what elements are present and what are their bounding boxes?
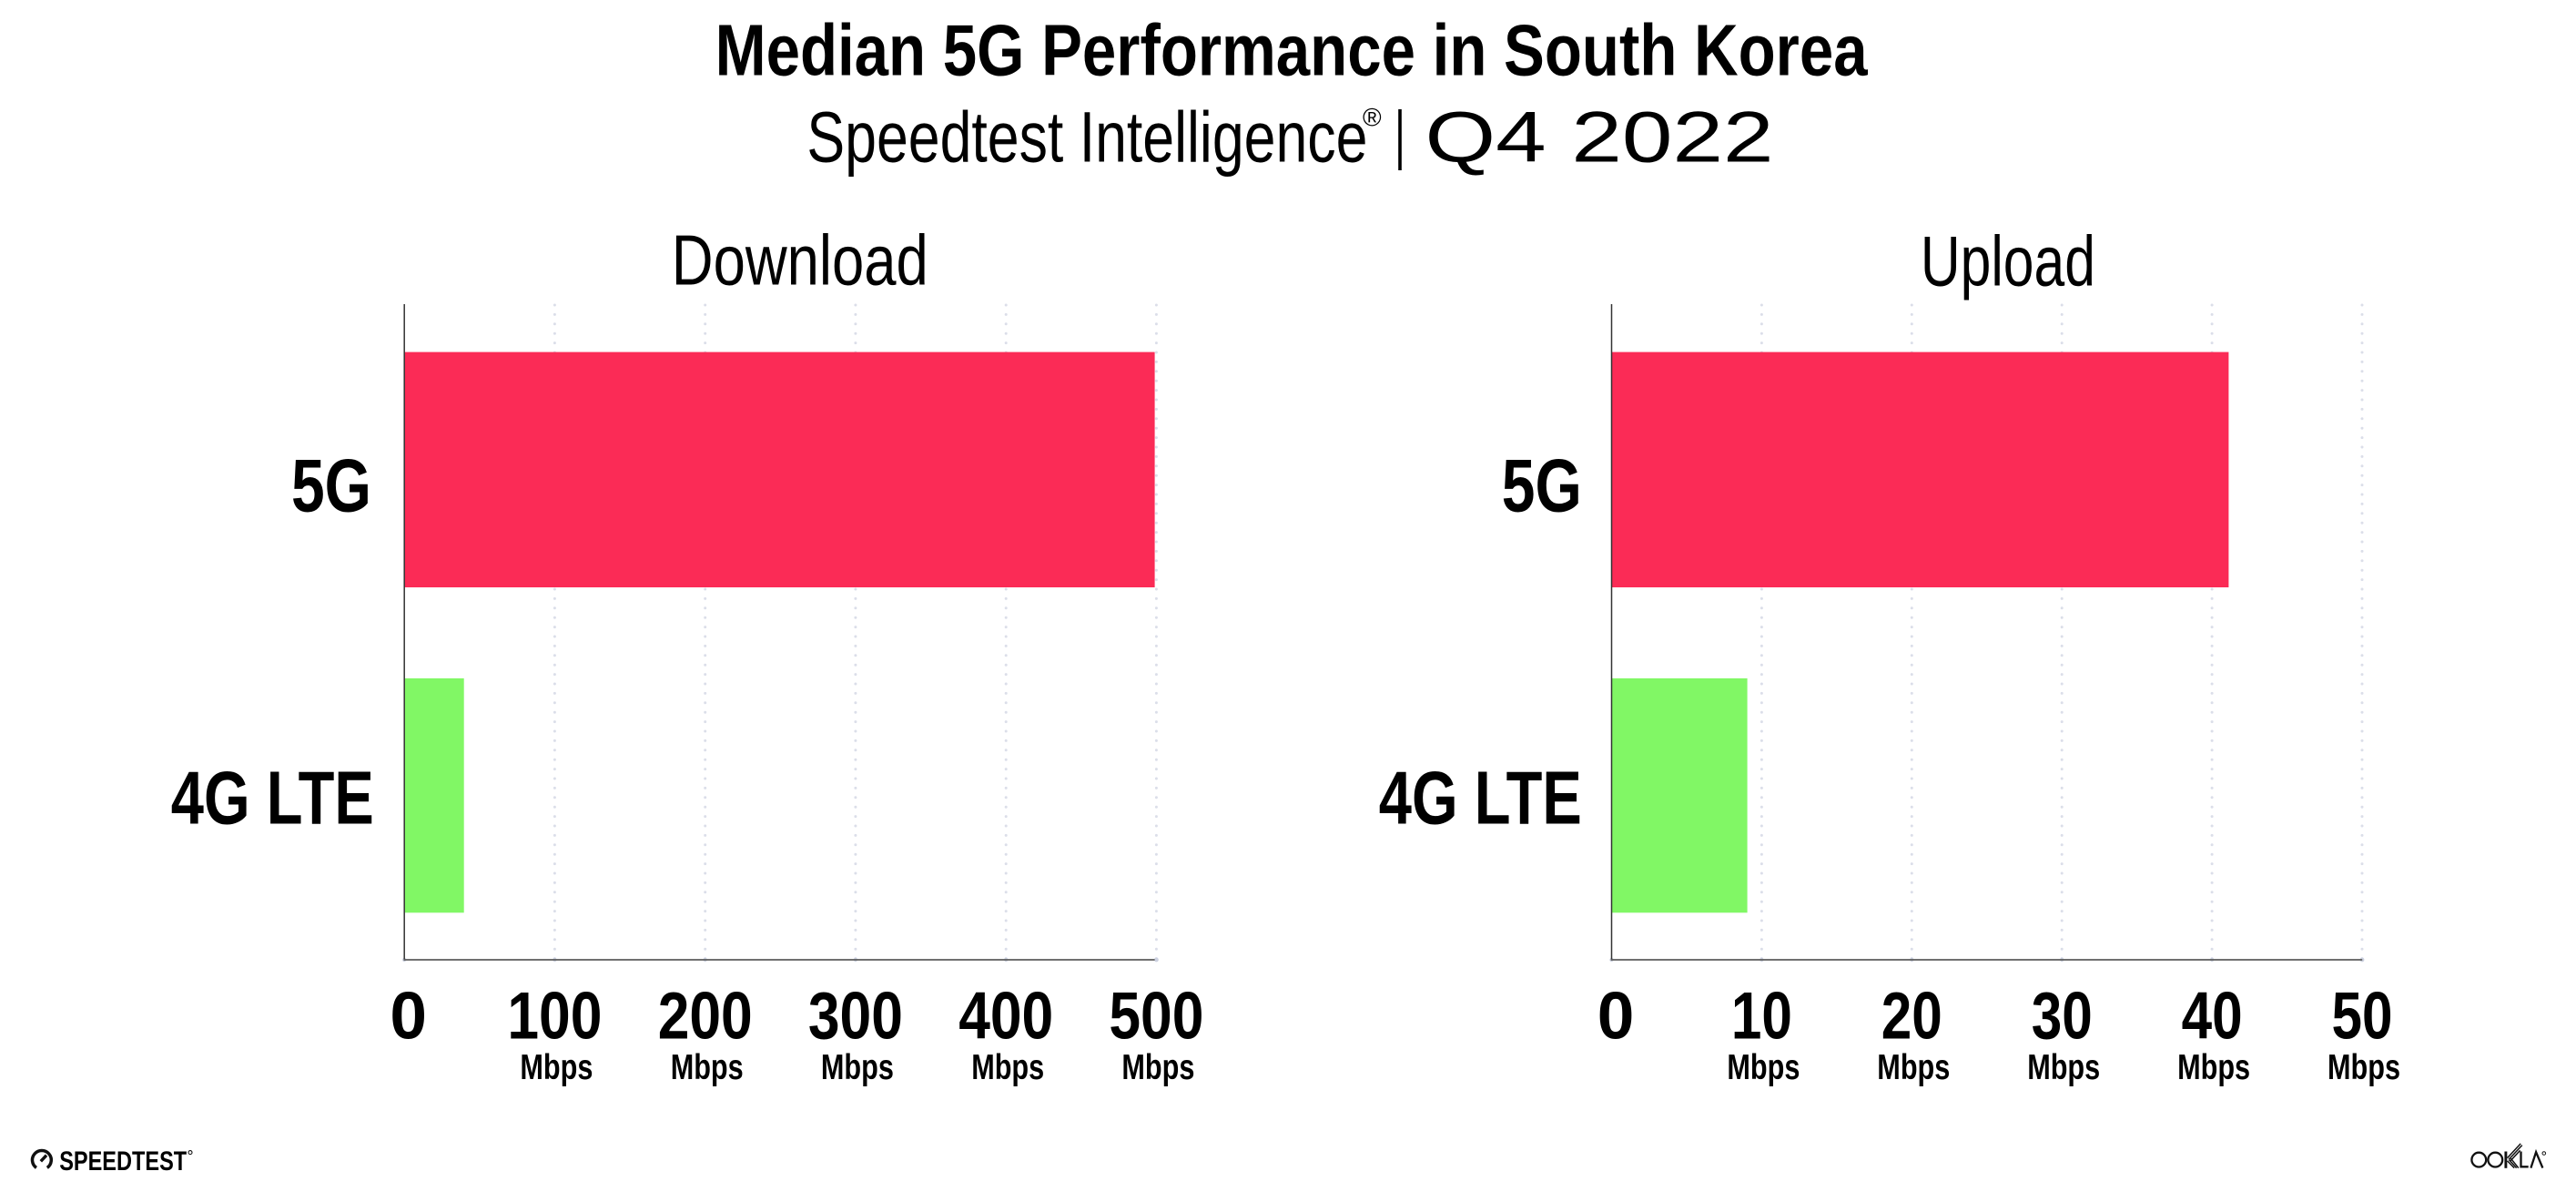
svg-text:®: ® bbox=[1363, 104, 1382, 132]
svg-text:500: 500 bbox=[1109, 980, 1203, 1054]
svg-text:SPEEDTEST: SPEEDTEST bbox=[59, 1146, 187, 1177]
svg-text:0: 0 bbox=[1597, 980, 1635, 1054]
svg-text:Mbps: Mbps bbox=[2027, 1048, 2100, 1087]
svg-text:Mbps: Mbps bbox=[2177, 1048, 2250, 1087]
svg-text:30: 30 bbox=[2032, 980, 2093, 1054]
svg-text:Mbps: Mbps bbox=[1877, 1048, 1950, 1087]
svg-text:Median 5G Performance in South: Median 5G Performance in South Korea bbox=[715, 10, 1868, 91]
svg-text:0: 0 bbox=[390, 980, 427, 1054]
svg-text:4G LTE: 4G LTE bbox=[1379, 755, 1582, 840]
svg-text:Upload: Upload bbox=[1921, 221, 2095, 301]
svg-text:300: 300 bbox=[808, 980, 903, 1054]
svg-text:Mbps: Mbps bbox=[2328, 1048, 2400, 1087]
svg-text:Mbps: Mbps bbox=[1121, 1048, 1194, 1087]
svg-text:5G: 5G bbox=[1502, 443, 1582, 528]
svg-text:Mbps: Mbps bbox=[520, 1048, 593, 1087]
svg-text:Mbps: Mbps bbox=[971, 1048, 1044, 1087]
svg-text:10: 10 bbox=[1731, 980, 1792, 1054]
svg-text:100: 100 bbox=[507, 980, 602, 1054]
svg-text:200: 200 bbox=[658, 980, 753, 1054]
svg-text:4G LTE: 4G LTE bbox=[171, 755, 374, 840]
svg-text:50: 50 bbox=[2332, 980, 2393, 1054]
svg-text:Mbps: Mbps bbox=[1727, 1048, 1800, 1087]
svg-text:Speedtest Intelligence: Speedtest Intelligence bbox=[806, 97, 1367, 178]
svg-text:Q4 2022: Q4 2022 bbox=[1425, 97, 1774, 178]
svg-text:Mbps: Mbps bbox=[821, 1048, 894, 1087]
svg-text:40: 40 bbox=[2182, 980, 2243, 1054]
svg-text:Download: Download bbox=[672, 220, 928, 300]
svg-text:20: 20 bbox=[1881, 980, 1942, 1054]
svg-text:5G: 5G bbox=[291, 443, 371, 528]
svg-text:400: 400 bbox=[958, 980, 1053, 1054]
svg-text:Mbps: Mbps bbox=[671, 1048, 744, 1087]
